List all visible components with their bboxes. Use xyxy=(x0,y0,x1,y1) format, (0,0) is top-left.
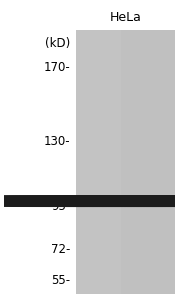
Text: 95-: 95- xyxy=(51,200,71,213)
Text: HeLa: HeLa xyxy=(110,11,142,24)
Text: 130-: 130- xyxy=(44,135,71,148)
Ellipse shape xyxy=(0,195,179,207)
Bar xyxy=(76,30,121,294)
Bar xyxy=(79,195,155,207)
Bar xyxy=(76,30,175,294)
Bar xyxy=(83,200,120,204)
Text: 55-: 55- xyxy=(52,274,71,287)
Text: 72-: 72- xyxy=(51,243,71,256)
Text: 170-: 170- xyxy=(44,61,71,74)
Text: (kD): (kD) xyxy=(45,38,71,50)
Ellipse shape xyxy=(0,195,179,207)
